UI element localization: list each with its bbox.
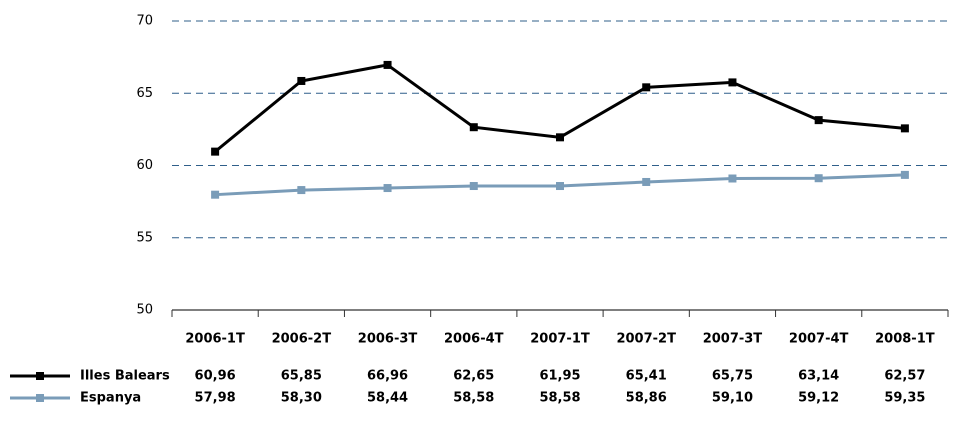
point <box>211 190 220 199</box>
point <box>383 60 392 69</box>
table-value: 62,65 <box>453 369 494 384</box>
table-value: 59,12 <box>798 391 839 406</box>
point <box>642 177 651 186</box>
point <box>297 76 306 85</box>
table-value: 58,58 <box>539 391 580 406</box>
point <box>900 124 909 133</box>
point <box>814 116 823 125</box>
x-tick-label: 2006-4T <box>444 332 504 347</box>
point <box>469 182 478 191</box>
point <box>728 174 737 183</box>
x-tick-label: 2007-2T <box>616 332 676 347</box>
table-value: 65,85 <box>281 369 322 384</box>
legend-marker <box>36 394 44 402</box>
table-value: 62,57 <box>884 369 925 384</box>
x-tick-label: 2008-1T <box>875 332 935 347</box>
point <box>383 184 392 193</box>
y-tick-label: 50 <box>136 303 153 318</box>
table-value: 58,86 <box>626 391 667 406</box>
x-tick-label: 2007-1T <box>530 332 590 347</box>
point <box>642 83 651 92</box>
point <box>900 170 909 179</box>
x-tick-label: 2006-2T <box>272 332 332 347</box>
table-value: 58,30 <box>281 391 322 406</box>
y-tick-label: 60 <box>136 158 153 173</box>
point <box>556 182 564 191</box>
x-tick-label: 2006-1T <box>185 332 245 347</box>
legend-marker <box>36 372 44 380</box>
legend-label: Illes Balears <box>80 369 170 384</box>
point <box>297 186 306 195</box>
point <box>211 147 220 156</box>
table-value: 58,58 <box>453 391 494 406</box>
point <box>556 133 564 142</box>
legend-label: Espanya <box>80 391 141 406</box>
x-tick-label: 2006-3T <box>358 332 418 347</box>
x-tick-label: 2007-4T <box>789 332 849 347</box>
table-value: 58,44 <box>367 391 408 406</box>
table-value: 60,96 <box>195 369 236 384</box>
y-tick-label: 55 <box>136 230 153 245</box>
table-value: 59,35 <box>884 391 925 406</box>
table-value: 63,14 <box>798 369 839 384</box>
point <box>814 174 823 183</box>
table-value: 59,10 <box>712 391 753 406</box>
y-tick-label: 65 <box>136 86 153 101</box>
table-value: 65,41 <box>626 369 667 384</box>
table-value: 65,75 <box>712 369 753 384</box>
x-tick-label: 2007-3T <box>703 332 763 347</box>
table-value: 57,98 <box>195 391 236 406</box>
point <box>728 78 737 87</box>
table-value: 61,95 <box>539 369 580 384</box>
y-tick-label: 70 <box>136 14 153 29</box>
point <box>469 123 478 132</box>
table-value: 66,96 <box>367 369 408 384</box>
